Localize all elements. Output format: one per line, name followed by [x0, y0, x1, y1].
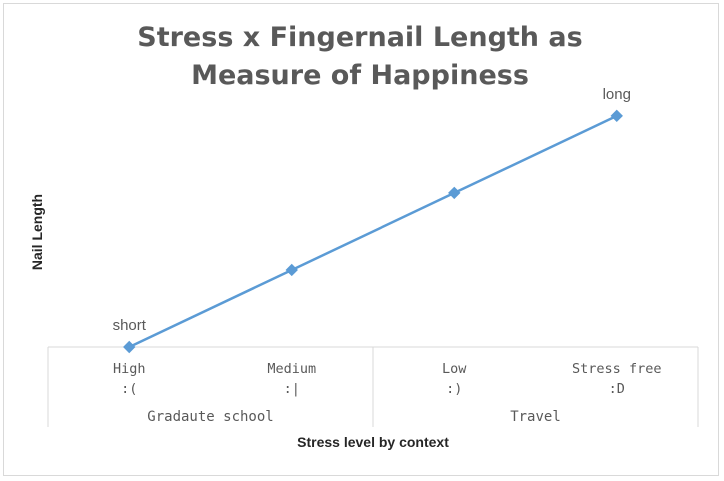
x-tick-label: High — [113, 361, 146, 377]
data-label: short — [113, 317, 147, 334]
x-group-label: Travel — [510, 409, 561, 425]
x-tick-label: Stress free — [572, 361, 661, 377]
data-point-marker — [285, 263, 298, 277]
x-tick-sublabel: :) — [446, 381, 462, 397]
data-point-marker — [610, 109, 623, 123]
x-tick-label: Low — [442, 361, 467, 377]
data-label: long — [603, 86, 631, 103]
x-tick-sublabel: :( — [121, 381, 137, 397]
chart-title-line-1: Stress x Fingernail Length as — [137, 22, 582, 53]
x-tick-sublabel: :D — [609, 381, 625, 397]
x-tick-label: Medium — [267, 361, 316, 377]
data-point-marker — [448, 186, 461, 200]
chart-title-line-2: Measure of Happiness — [191, 60, 529, 91]
data-point-marker — [123, 340, 136, 354]
x-axis-title: Stress level by context — [297, 434, 449, 450]
plot-area: High :( Medium :| Low:) Stress free :D Gradaute… — [47, 86, 699, 427]
x-tick-sublabel: :| — [284, 381, 300, 397]
chart-frame — [3, 3, 719, 476]
x-group-label: Gradaute school — [147, 409, 273, 425]
y-axis-title: Nail Length — [29, 194, 45, 270]
series-line — [128, 114, 618, 349]
